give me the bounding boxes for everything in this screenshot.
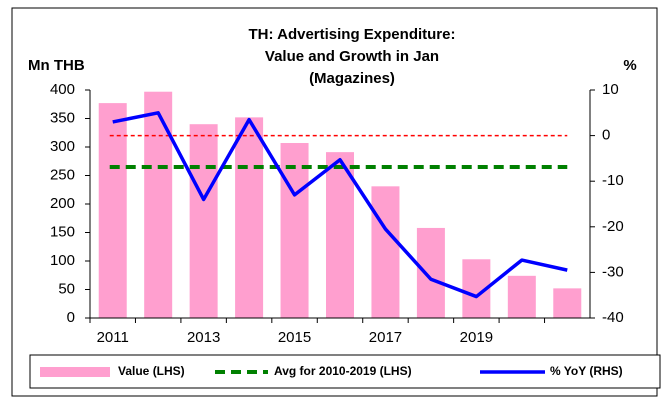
y2-tick-label: -10 — [602, 172, 624, 189]
y-tick-label: 50 — [58, 280, 75, 297]
y-tick-label: 200 — [50, 195, 75, 212]
y2-tick-label: -30 — [602, 263, 624, 280]
bar — [371, 186, 400, 318]
y2-tick-label: 0 — [602, 127, 610, 144]
legend-label: Value (LHS) — [118, 364, 185, 378]
chart-title: (Magazines) — [309, 70, 395, 87]
bar — [326, 152, 354, 318]
x-tick-label: 2017 — [369, 329, 402, 346]
y2-tick-label: 10 — [602, 81, 619, 98]
bar — [98, 103, 127, 318]
y-tick-label: 150 — [50, 223, 75, 240]
bar — [416, 227, 445, 318]
chart-title: TH: Advertising Expenditure: — [249, 26, 456, 43]
y-tick-label: 0 — [67, 309, 75, 326]
y-tick-label: 400 — [50, 81, 75, 98]
legend-box — [29, 354, 661, 389]
x-tick-label: 2015 — [278, 329, 311, 346]
chart-border — [11, 7, 658, 397]
legend-label: % YoY (RHS) — [550, 364, 623, 378]
legend-label: Avg for 2010-2019 (LHS) — [274, 364, 412, 378]
bar — [280, 143, 309, 318]
bar — [189, 124, 218, 318]
y-axis-label: Mn THB — [28, 57, 85, 74]
chart-title: Value and Growth in Jan — [265, 48, 439, 65]
y-tick-label: 100 — [50, 252, 75, 269]
bar — [144, 91, 173, 319]
y-tick-label: 300 — [50, 138, 75, 155]
line — [112, 111, 568, 299]
x-tick-label: 2013 — [187, 329, 220, 346]
bar — [235, 117, 264, 318]
y2-tick-label: -40 — [602, 309, 624, 326]
y2-tick-label: -20 — [602, 218, 624, 235]
y2-axis-label: % — [623, 57, 636, 74]
bar — [507, 275, 536, 318]
y-tick-label: 250 — [50, 166, 75, 183]
legend-swatch — [40, 367, 110, 377]
x-tick-label: 2011 — [97, 329, 129, 346]
x-tick-label: 2019 — [460, 329, 493, 346]
bar — [553, 288, 582, 318]
y-tick-label: 350 — [50, 109, 75, 126]
